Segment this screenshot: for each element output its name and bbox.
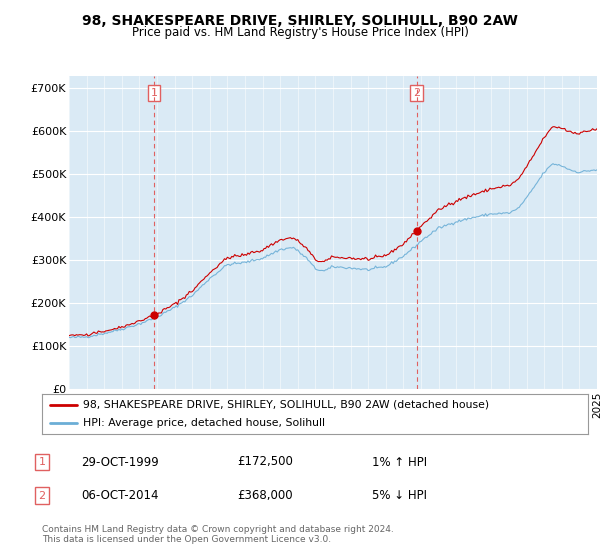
Text: HPI: Average price, detached house, Solihull: HPI: Average price, detached house, Soli…	[83, 418, 325, 428]
Text: 1: 1	[38, 457, 46, 467]
Text: £368,000: £368,000	[237, 489, 293, 502]
Text: 5% ↓ HPI: 5% ↓ HPI	[372, 489, 427, 502]
Text: 29-OCT-1999: 29-OCT-1999	[81, 455, 159, 469]
Text: 2: 2	[38, 491, 46, 501]
Text: £172,500: £172,500	[237, 455, 293, 469]
Text: 06-OCT-2014: 06-OCT-2014	[81, 489, 158, 502]
Text: 1: 1	[151, 88, 158, 98]
Text: 1% ↑ HPI: 1% ↑ HPI	[372, 455, 427, 469]
Text: 98, SHAKESPEARE DRIVE, SHIRLEY, SOLIHULL, B90 2AW (detached house): 98, SHAKESPEARE DRIVE, SHIRLEY, SOLIHULL…	[83, 400, 489, 409]
Text: Price paid vs. HM Land Registry's House Price Index (HPI): Price paid vs. HM Land Registry's House …	[131, 26, 469, 39]
Text: Contains HM Land Registry data © Crown copyright and database right 2024.
This d: Contains HM Land Registry data © Crown c…	[42, 525, 394, 544]
Text: 2: 2	[413, 88, 420, 98]
Text: 98, SHAKESPEARE DRIVE, SHIRLEY, SOLIHULL, B90 2AW: 98, SHAKESPEARE DRIVE, SHIRLEY, SOLIHULL…	[82, 14, 518, 28]
